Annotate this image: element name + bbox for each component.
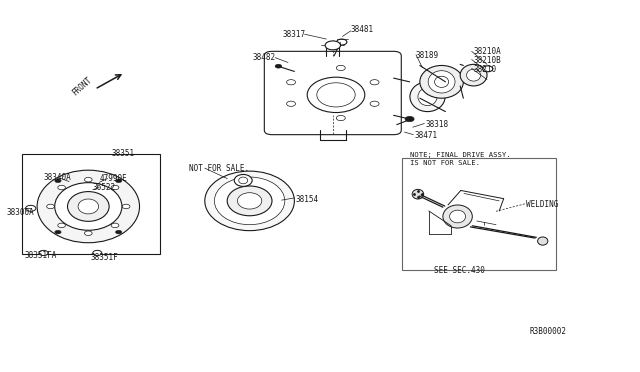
Ellipse shape xyxy=(449,210,466,223)
Text: R3B00002: R3B00002 xyxy=(530,327,567,336)
Text: WELDING: WELDING xyxy=(526,200,559,209)
Text: 38351F: 38351F xyxy=(91,253,118,262)
Circle shape xyxy=(84,177,92,182)
Bar xyxy=(22,154,160,254)
Circle shape xyxy=(325,41,340,50)
Circle shape xyxy=(111,223,119,228)
Text: 38300A: 38300A xyxy=(6,208,34,217)
Text: 38471: 38471 xyxy=(415,131,438,140)
Ellipse shape xyxy=(37,170,140,243)
Ellipse shape xyxy=(227,186,272,216)
Ellipse shape xyxy=(234,174,252,186)
Ellipse shape xyxy=(55,183,122,230)
Text: 38210B: 38210B xyxy=(474,56,501,65)
Circle shape xyxy=(58,223,65,228)
Ellipse shape xyxy=(205,171,294,231)
Circle shape xyxy=(405,116,414,122)
Circle shape xyxy=(275,64,282,68)
Text: 38481: 38481 xyxy=(351,25,374,34)
Circle shape xyxy=(58,185,65,190)
Text: 36522: 36522 xyxy=(93,183,116,192)
Circle shape xyxy=(111,185,119,190)
Ellipse shape xyxy=(467,69,481,81)
Circle shape xyxy=(26,205,36,211)
Text: 38317: 38317 xyxy=(283,30,306,39)
Circle shape xyxy=(115,230,122,234)
Text: 38351FA: 38351FA xyxy=(24,251,57,260)
Text: 38340A: 38340A xyxy=(44,173,71,182)
Ellipse shape xyxy=(538,237,548,245)
Text: NOTE; FINAL DRIVE ASSY.: NOTE; FINAL DRIVE ASSY. xyxy=(410,153,510,158)
Ellipse shape xyxy=(410,82,445,112)
Text: IS NOT FOR SALE.: IS NOT FOR SALE. xyxy=(410,160,479,166)
Text: 38210: 38210 xyxy=(474,65,497,74)
Text: 38351: 38351 xyxy=(112,149,135,158)
Ellipse shape xyxy=(420,65,463,98)
Ellipse shape xyxy=(460,64,487,86)
Text: FRONT: FRONT xyxy=(70,75,93,97)
Circle shape xyxy=(115,179,122,183)
Ellipse shape xyxy=(412,189,424,199)
Ellipse shape xyxy=(214,177,285,225)
Text: 38318: 38318 xyxy=(426,120,449,129)
Text: 38482: 38482 xyxy=(252,53,275,62)
Ellipse shape xyxy=(237,193,262,209)
Circle shape xyxy=(337,39,347,45)
Text: SEE SEC.430: SEE SEC.430 xyxy=(434,266,484,275)
Circle shape xyxy=(55,179,61,183)
Ellipse shape xyxy=(443,205,472,228)
Text: 38210A: 38210A xyxy=(474,47,501,56)
Circle shape xyxy=(84,231,92,235)
Text: 47990E: 47990E xyxy=(99,174,127,183)
Text: 38189: 38189 xyxy=(416,51,439,60)
Circle shape xyxy=(122,204,130,209)
Circle shape xyxy=(55,230,61,234)
Text: 38154: 38154 xyxy=(296,195,319,203)
Ellipse shape xyxy=(418,88,437,106)
Ellipse shape xyxy=(78,199,99,214)
Ellipse shape xyxy=(68,192,109,221)
Circle shape xyxy=(39,250,48,256)
Bar xyxy=(402,158,556,270)
Circle shape xyxy=(47,204,54,209)
Circle shape xyxy=(93,250,102,256)
Text: NOT FOR SALE.: NOT FOR SALE. xyxy=(189,164,249,173)
Ellipse shape xyxy=(428,71,455,93)
Circle shape xyxy=(483,66,493,72)
